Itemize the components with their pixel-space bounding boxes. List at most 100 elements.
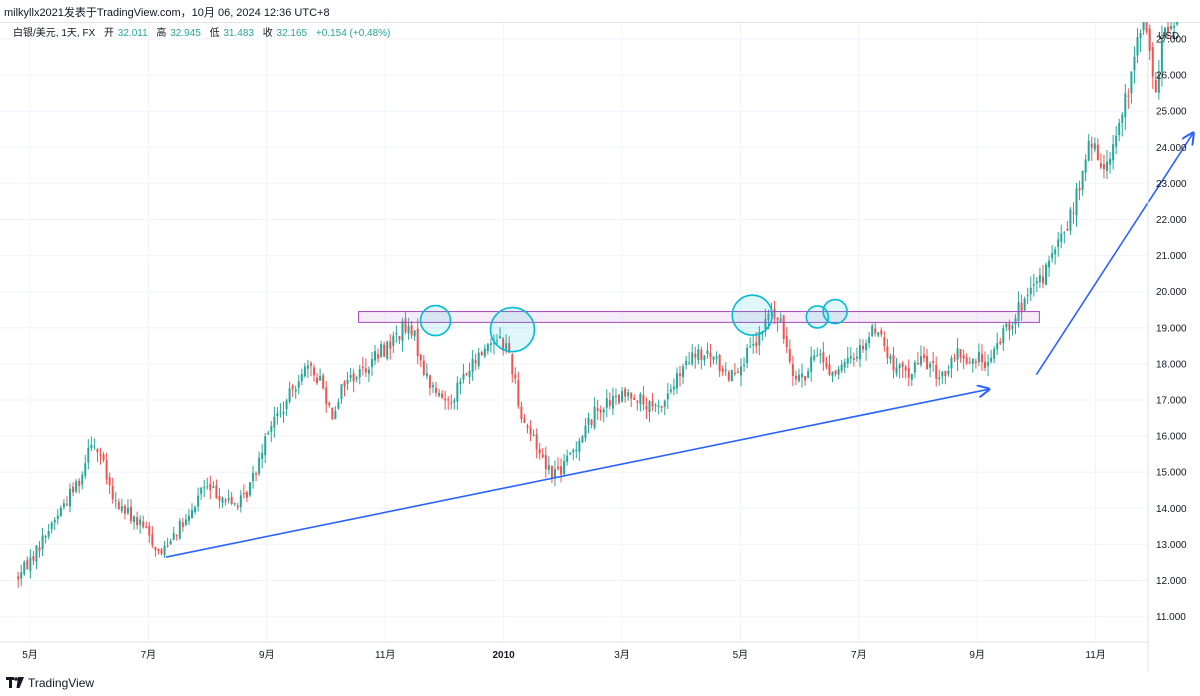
candle-body [465, 373, 468, 375]
candle-body [941, 371, 944, 377]
candle-body [883, 337, 886, 347]
candle-body [343, 382, 346, 387]
candle-body [264, 436, 267, 456]
candle-body [691, 352, 694, 364]
candle-body [550, 465, 553, 479]
candle-body [807, 371, 810, 378]
candle-body [480, 352, 483, 356]
candle-body [1109, 158, 1112, 165]
candle-body [1078, 187, 1081, 191]
trendline-arrow[interactable] [1035, 133, 1193, 376]
candle-body [99, 453, 102, 456]
price-chart[interactable]: 11.000 12.000 13.000 14.000 15.000 16.000 17.0… [0, 22, 1200, 672]
time-tick-label: 5月 [22, 649, 38, 661]
candle-body [419, 354, 422, 361]
candle-body [1023, 298, 1026, 311]
candle-body [782, 315, 785, 340]
candle-body [791, 363, 794, 376]
candle-body [392, 335, 395, 346]
candle-body [389, 341, 392, 349]
candle-body [316, 377, 319, 384]
candle-body [32, 556, 35, 561]
candle-body [865, 343, 868, 350]
candle-body [26, 559, 29, 570]
candle-body [1020, 302, 1023, 313]
price-tick-label: 16.000 [1156, 432, 1187, 443]
candle-body [730, 370, 733, 382]
candle-body [587, 417, 590, 425]
time-axis[interactable]: 5月 7月 9月 11月 2010 3月 5月 7月 9月 11月 [22, 649, 1106, 661]
candle-body [1008, 323, 1011, 331]
price-tick-label: 26.000 [1156, 71, 1187, 82]
candle-body [855, 356, 858, 359]
candle-body [444, 398, 447, 401]
legend-open: 32.011 [118, 28, 148, 39]
candle-body [248, 482, 251, 496]
candle-body [563, 461, 566, 475]
candle-body [1084, 159, 1087, 173]
candle-body [862, 345, 865, 350]
candle-body [65, 503, 68, 505]
chart-area[interactable]: 11.000 12.000 13.000 14.000 15.000 16.000 17.0… [0, 22, 1200, 672]
highlight-circle[interactable] [731, 294, 774, 336]
candle-body [96, 449, 99, 453]
candle-body [846, 357, 849, 364]
candle-body [297, 381, 300, 388]
candle-body [1041, 276, 1044, 284]
candle-body [306, 365, 309, 369]
candle-body [496, 340, 499, 342]
candle-body [837, 369, 840, 375]
grid [0, 22, 1148, 642]
candle-body [303, 366, 306, 377]
candle-body [291, 385, 294, 389]
trendline-arrow[interactable] [166, 389, 989, 558]
candle-body [1011, 325, 1014, 329]
candle-body [529, 427, 532, 435]
candle-body [959, 349, 962, 358]
candle-body [374, 351, 377, 361]
candle-body [621, 391, 624, 402]
candle-body [916, 362, 919, 365]
candle-body [1069, 209, 1072, 231]
candle-body [361, 366, 364, 369]
candle-body [218, 496, 221, 501]
candle-body [1176, 22, 1179, 25]
candle-body [486, 344, 489, 352]
candle-body [267, 432, 270, 435]
candle-body [349, 375, 352, 378]
candle-body [1139, 32, 1142, 38]
candle-body [1051, 253, 1054, 259]
candle-body [1115, 135, 1118, 147]
candle-body [508, 343, 511, 353]
resistance-zone[interactable] [358, 311, 1040, 323]
candle-body [1026, 295, 1029, 297]
candle-body [880, 330, 883, 335]
candle-body [547, 465, 550, 470]
candle-body [425, 373, 428, 377]
highlight-circle[interactable] [419, 304, 452, 337]
highlight-circle[interactable] [822, 298, 848, 325]
candle-body [1045, 264, 1048, 285]
candle-body [38, 547, 41, 552]
candle-body [1048, 260, 1051, 268]
candle-body [575, 449, 578, 452]
candle-body [758, 332, 761, 346]
candle-body [120, 506, 123, 512]
candle-body [633, 397, 636, 400]
annotations[interactable] [166, 133, 1193, 558]
candle-body [834, 370, 837, 375]
candle-body [642, 394, 645, 405]
candle-body [233, 503, 236, 505]
time-tick-label: 7月 [141, 649, 157, 661]
candle-body [724, 369, 727, 371]
price-axis[interactable]: 11.000 12.000 13.000 14.000 15.000 16.000 17.0… [1156, 35, 1187, 624]
highlight-circle[interactable] [489, 306, 536, 353]
candle-body [901, 362, 904, 367]
candle-body [904, 367, 907, 371]
candle-body [483, 348, 486, 357]
candle-body [910, 373, 913, 381]
candle-body [828, 364, 831, 375]
candle-body [236, 505, 239, 508]
candle-body [788, 349, 791, 362]
candle-body [1081, 170, 1084, 191]
